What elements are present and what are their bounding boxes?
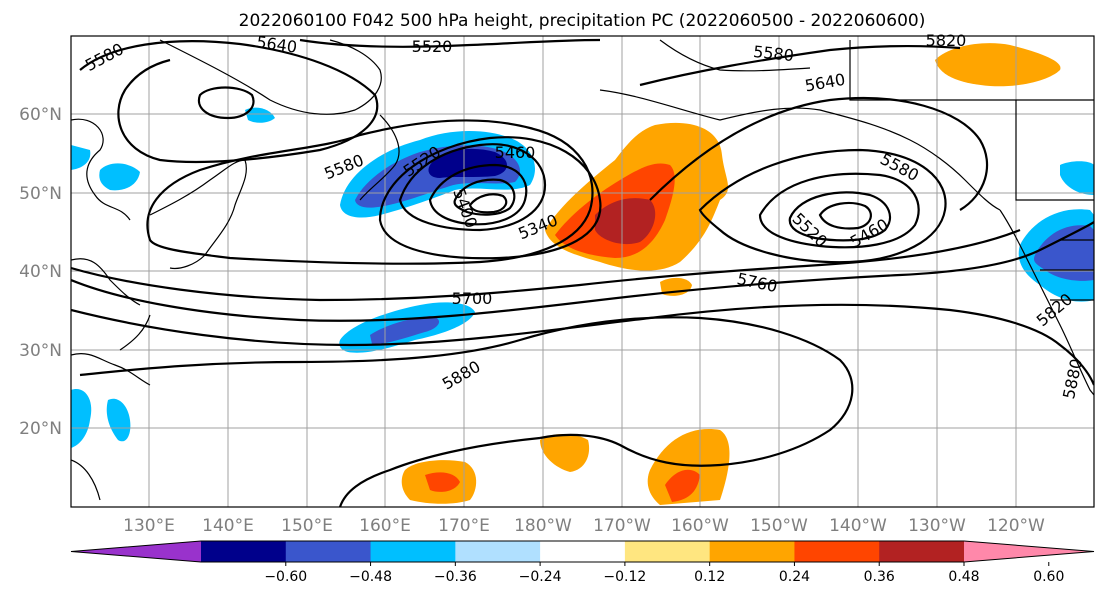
negative-anomaly-band-core [370,316,440,345]
map-title: 2022060100 F042 500 hPa height, precipit… [239,11,926,31]
colorbar-swatch [794,541,880,562]
colorbar-tick-label: −0.60 [264,569,307,585]
positive-anomaly-max [595,198,656,245]
lon-label: 150°W [750,516,808,536]
lat-label: 20°N [19,419,62,439]
colorbar-tick-label: 0.12 [694,569,725,585]
precip-shading [71,43,1094,505]
negative-anomaly-max [428,148,508,178]
colorbar-swatch [370,541,456,562]
colorbar-outline [70,540,1095,563]
colorbar-swatch [624,541,711,562]
height-contours [71,38,1094,507]
positive-anomaly-canada [935,43,1061,87]
negative-anomaly-sw [71,389,92,448]
positive-anomaly-south-2-core [665,469,700,502]
colorbar-swatch [201,541,287,562]
colorbar: −0.60 −0.48 −0.36 −0.24 −0.12 0.12 0.24 0.36 0.4… [70,540,1095,585]
latitude-labels: 60°N 50°N 40°N 30°N 20°N [19,105,62,439]
contour-label: 5580 [752,42,794,65]
contour-label: 5820 [926,31,967,50]
colorbar-swatch [455,541,541,562]
coastlines [71,39,1094,501]
colorbar-extend-high [964,541,1094,562]
lon-label: 150°E [281,516,333,536]
lon-label: 130°E [123,516,175,536]
negative-anomaly-east [1060,161,1094,195]
colorbar-swatch [540,541,626,562]
lon-label: 170°E [438,516,490,536]
colorbar-extend-low [71,541,201,562]
negative-anomaly-sw-2 [106,398,131,442]
contour-label: 5520 [412,37,453,56]
colorbar-swatch [709,541,795,562]
lon-label: 170°W [593,516,651,536]
colorbar-tick-label: 0.48 [948,569,979,585]
colorbar-tick-label: 0.60 [1033,569,1064,585]
lon-label: 180°W [514,516,572,536]
lon-label: 160°E [359,516,411,536]
lon-label: 140°W [829,516,887,536]
positive-anomaly-south-1-core [425,472,460,492]
map-panel: 5580 5640 5520 5580 5640 5580 5520 5460 … [70,31,1095,508]
lat-label: 60°N [19,105,62,125]
negative-anomaly-west-coast-core [1034,225,1094,281]
colorbar-tick-label: 0.24 [779,569,810,585]
lat-label: 50°N [19,184,62,204]
colorbar-swatch [879,541,965,562]
colorbar-tick-label: 0.36 [864,569,895,585]
contour-label: 5460 [495,143,536,162]
negative-anomaly-japan [99,163,140,191]
colorbar-tick-label: −0.36 [434,569,477,585]
lat-label: 40°N [19,262,62,282]
longitude-labels: 130°E 140°E 150°E 160°E 170°E 180°W 170°… [123,516,1045,536]
contour-label: 5700 [452,289,493,308]
lon-label: 120°W [987,516,1045,536]
colorbar-swatch [285,541,372,562]
map-frame [70,35,1095,508]
colorbar-tick-label: −0.24 [519,569,562,585]
colorbar-tick-label: −0.48 [349,569,392,585]
lon-label: 140°E [202,516,254,536]
lon-label: 130°W [908,516,966,536]
colorbar-tick-label: −0.12 [603,569,646,585]
positive-anomaly-hawaii [540,434,590,472]
negative-anomaly-kamchatka [245,107,275,123]
negative-anomaly-left-edge [71,145,91,170]
lon-label: 160°W [671,516,729,536]
lat-label: 30°N [19,341,62,361]
